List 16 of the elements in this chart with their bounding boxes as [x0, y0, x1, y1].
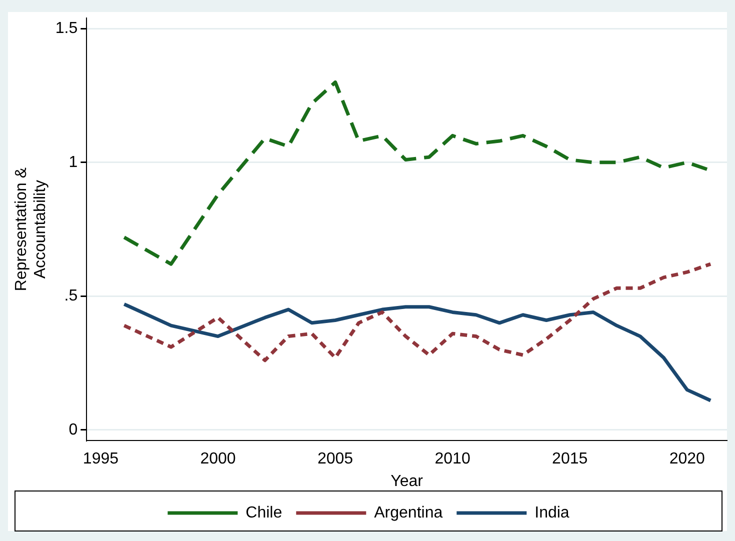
x-tick-label: 1995	[82, 450, 119, 468]
x-tick-label: 2005	[317, 450, 354, 468]
x-tick-label: 2000	[200, 450, 236, 468]
x-axis-title: Year	[390, 472, 424, 490]
legend-label: Argentina	[374, 504, 443, 522]
x-tick-label: 2015	[552, 450, 588, 468]
legend-label: India	[534, 504, 570, 522]
y-tick-label: 1	[68, 154, 78, 171]
line-series	[122, 262, 712, 362]
y-tick-label: 0	[68, 421, 78, 438]
x-tick-label: 2010	[434, 450, 470, 468]
y-tick-label: .5	[64, 288, 78, 305]
y-tick-label: 1.5	[55, 20, 78, 38]
y-axis-title: Representation & Accountability	[13, 167, 50, 292]
x-tick-label: 2020	[669, 450, 706, 468]
legend-label: Chile	[246, 504, 282, 522]
